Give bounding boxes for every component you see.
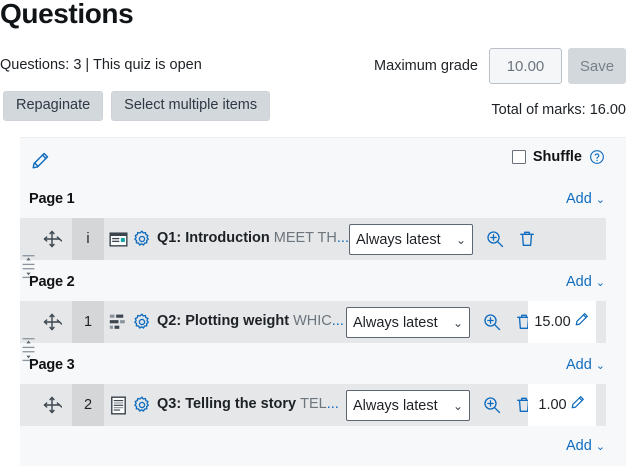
version-select-2[interactable]: Always latest ⌄: [346, 307, 470, 338]
page-label-3: Page 3: [29, 357, 75, 373]
matching-question-icon: [109, 313, 128, 332]
question-title-2[interactable]: Q2: Plotting weight WHIC...: [157, 313, 344, 329]
save-grade-button[interactable]: Save: [568, 48, 626, 84]
question-ellipsis-2: ...: [331, 313, 344, 329]
version-select-3[interactable]: Always latest ⌄: [346, 390, 470, 421]
edit-mark-pencil-icon[interactable]: [569, 394, 586, 416]
version-select-value-3: Always latest: [353, 397, 438, 414]
chevron-down-icon: ⌄: [595, 277, 605, 289]
add-link-label-1: Add: [565, 191, 592, 207]
quiz-info-text: Questions: 3 | This quiz is open: [0, 57, 202, 73]
move-question-handle-2[interactable]: [42, 312, 63, 332]
question-ellipsis-3: ...: [326, 396, 339, 412]
question-row[interactable]: 2 Q3: Telling the story TEL...: [20, 384, 606, 426]
select-multiple-items-button[interactable]: Select multiple items: [111, 91, 271, 121]
move-page-break-up-icon[interactable]: [20, 267, 37, 280]
add-link-page-2[interactable]: Add ⌄: [566, 274, 605, 290]
move-page-break-up-icon[interactable]: [20, 350, 37, 363]
shuffle-row: Shuffle: [20, 138, 626, 184]
add-link-label-bottom: Add: [565, 438, 592, 454]
add-link-page-1[interactable]: Add ⌄: [566, 191, 605, 207]
mark-value-3: 1.00: [538, 397, 567, 413]
move-page-break-down-icon[interactable]: [20, 254, 37, 267]
page-break-controls-1: [20, 254, 37, 280]
shuffle-control-group: Shuffle: [511, 149, 605, 165]
question-name-1: Q1: Introduction: [157, 230, 270, 246]
repaginate-button[interactable]: Repaginate: [3, 91, 104, 121]
question-number-1: i: [72, 218, 104, 260]
quiz-questions-container: Shuffle Page 1 Add ⌄: [20, 137, 626, 466]
edit-section-heading-pencil-icon[interactable]: [29, 150, 51, 172]
question-preview-3: TEL: [300, 396, 327, 412]
chevron-down-icon: ⌄: [455, 232, 466, 247]
page-label-1: Page 1: [29, 191, 75, 207]
question-preview-1: MEET TH: [273, 230, 337, 246]
page-strip-2: Page 2 Add ⌄: [20, 269, 626, 301]
mark-value-2: 15.00: [534, 314, 571, 330]
gear-icon[interactable]: [132, 312, 152, 332]
page-label-2: Page 2: [29, 274, 75, 290]
preview-question-icon-1[interactable]: [485, 229, 505, 249]
move-question-handle-3[interactable]: [42, 395, 63, 415]
chevron-down-icon: ⌄: [595, 360, 605, 372]
move-question-handle-1[interactable]: [42, 229, 63, 249]
move-page-break-down-icon[interactable]: [20, 337, 37, 350]
gear-icon[interactable]: [132, 395, 152, 415]
question-preview-2: WHIC: [293, 313, 332, 329]
question-ellipsis-1: ...: [336, 230, 349, 246]
preview-question-icon-2[interactable]: [482, 312, 502, 332]
page-strip-bottom: Add ⌄: [20, 433, 626, 465]
preview-question-icon-3[interactable]: [482, 395, 502, 415]
chevron-down-icon: ⌄: [452, 398, 463, 413]
chevron-down-icon: ⌄: [595, 441, 605, 453]
page-strip-1: Page 1 Add ⌄: [20, 186, 626, 218]
essay-question-icon: [109, 396, 128, 415]
shuffle-label: Shuffle: [532, 149, 582, 165]
page-title: Questions: [0, 0, 134, 29]
chevron-down-icon: ⌄: [452, 315, 463, 330]
maximum-grade-label: Maximum grade: [374, 58, 478, 74]
question-name-3: Q3: Telling the story: [157, 396, 297, 412]
edit-mark-pencil-icon[interactable]: [573, 311, 590, 333]
question-title-1[interactable]: Q1: Introduction MEET TH...: [157, 230, 349, 246]
description-question-icon: [109, 230, 128, 249]
version-select-1[interactable]: Always latest ⌄: [349, 224, 473, 255]
question-row[interactable]: i Q1: Introduction MEET TH...: [20, 218, 606, 260]
question-name-2: Q2: Plotting weight: [157, 313, 290, 329]
version-select-value-1: Always latest: [356, 231, 441, 248]
maximum-grade-input[interactable]: [489, 48, 562, 84]
chevron-down-icon: ⌄: [595, 194, 605, 206]
shuffle-checkbox[interactable]: [511, 150, 526, 164]
question-number-3: 2: [72, 384, 104, 426]
add-link-bottom[interactable]: Add ⌄: [566, 438, 605, 454]
total-of-marks: Total of marks: 16.00: [491, 102, 626, 118]
action-button-row: Repaginate Select multiple items: [3, 91, 271, 121]
page-strip-3: Page 3 Add ⌄: [20, 352, 626, 384]
gear-icon[interactable]: [132, 229, 152, 249]
question-title-3[interactable]: Q3: Telling the story TEL...: [157, 396, 339, 412]
question-row[interactable]: 1 Q2: Plotting weight WHIC...: [20, 301, 606, 343]
add-link-page-3[interactable]: Add ⌄: [566, 357, 605, 373]
add-link-label-2: Add: [565, 274, 592, 290]
question-mark-3[interactable]: 1.00: [528, 384, 596, 426]
question-number-2: 1: [72, 301, 104, 343]
version-select-value-2: Always latest: [353, 314, 438, 331]
maximum-grade-group: Maximum grade Save: [374, 48, 626, 84]
add-link-label-3: Add: [565, 357, 592, 373]
question-mark-2[interactable]: 15.00: [528, 301, 596, 343]
shuffle-help-icon[interactable]: [589, 149, 605, 165]
delete-question-icon-1[interactable]: [517, 229, 537, 249]
page-break-controls-2: [20, 337, 37, 363]
